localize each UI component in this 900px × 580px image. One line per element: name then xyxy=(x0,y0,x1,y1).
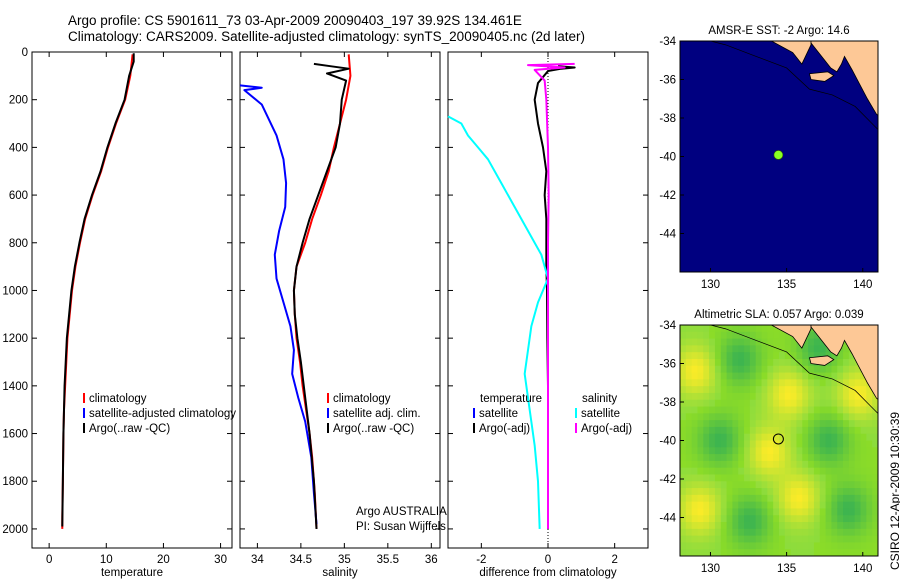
temperature-panel-ytick-label: 1200 xyxy=(2,333,28,345)
difference-panel-xtick-label: 0 xyxy=(545,554,551,566)
temperature-panel-ytick-label: 1000 xyxy=(2,285,28,297)
salinity-panel-xtick-label: 36 xyxy=(425,554,438,566)
sst-map-ytick-label: -42 xyxy=(659,190,676,202)
temperature-panel-xtick-label: 20 xyxy=(157,554,170,566)
diff-legend-temp-argo: Argo(-adj) xyxy=(479,423,530,435)
sst-map-ytick-label: -44 xyxy=(659,229,676,241)
sla-map-ytick-label: -36 xyxy=(659,359,676,371)
temperature-panel-xtick-label: 0 xyxy=(46,554,52,566)
sst-map-land xyxy=(808,41,878,116)
sla-map-xtick-label: 130 xyxy=(701,563,720,575)
salinity-panel-xtick-label: 35 xyxy=(338,554,351,566)
sla-map-land xyxy=(808,325,878,400)
temperature-panel-ytick-label: 1600 xyxy=(2,429,28,441)
diff-legend-temp-satellite: satellite xyxy=(479,408,518,420)
argo-australia-label: Argo AUSTRALIA xyxy=(356,506,447,518)
sla-map-argo-marker xyxy=(772,433,784,445)
salinity-panel-xlabel: salinity xyxy=(322,567,357,579)
sst-map-peninsula xyxy=(771,41,812,65)
sla-map-field xyxy=(680,325,878,556)
sst-map-shelf-contour xyxy=(709,41,878,130)
sst-map-ytick-label: -34 xyxy=(659,36,676,48)
temperature-panel-xtick-label: 10 xyxy=(100,554,113,566)
sla-map-ytick-label: -44 xyxy=(659,513,676,525)
sla-map-peninsula xyxy=(771,325,812,349)
salinity-panel-xtick-label: 35.5 xyxy=(377,554,399,566)
sla-map-ytick-label: -38 xyxy=(659,397,676,409)
difference-panel-xtick-label: -2 xyxy=(476,554,486,566)
sst-map-island xyxy=(808,71,835,82)
sla-map-title: Altimetric SLA: 0.057 Argo: 0.039 xyxy=(694,309,863,321)
sst-map-xtick-label: 135 xyxy=(777,279,796,291)
difference-panel-xtick-label: 2 xyxy=(611,554,617,566)
figure-title-line2: Climatology: CARS2009. Satellite-adjuste… xyxy=(68,29,586,44)
diff-legend-sal-argo: Argo(-adj) xyxy=(581,423,632,435)
diff-legend-temperature-heading: temperature xyxy=(480,393,542,405)
difference-panel-xlabel: difference from climatology xyxy=(479,567,616,579)
sst-map-xtick-label: 140 xyxy=(853,279,872,291)
diff-legend-sal-satellite: satellite xyxy=(581,408,620,420)
sst-map-ytick-label: -40 xyxy=(659,152,676,164)
temperature-panel-xtick-label: 30 xyxy=(214,554,227,566)
sst-map-group xyxy=(679,40,879,273)
sst-map-ytick-label: -38 xyxy=(659,113,676,125)
sla-map-island xyxy=(808,355,835,366)
salinity-panel-frame xyxy=(239,51,441,549)
temperature-panel-ytick-label: 0 xyxy=(22,47,28,59)
temperature-panel-ytick-label: 2000 xyxy=(2,524,28,536)
pi-label: PI: Susan Wijffels xyxy=(356,521,446,533)
sal-legend-argo: Argo(..raw -QC) xyxy=(333,423,414,435)
salinity-panel-xtick-label: 34 xyxy=(251,554,264,566)
salinity-panel-xtick-label: 34.5 xyxy=(290,554,312,566)
temperature-panel-ytick-label: 400 xyxy=(9,142,28,154)
sst-map-argo-marker xyxy=(773,150,784,160)
temp-legend-climatology: climatology xyxy=(89,393,147,405)
sla-map-ytick-label: -34 xyxy=(659,320,676,332)
sla-map-xtick-label: 135 xyxy=(777,563,796,575)
sla-map-ytick-label: -40 xyxy=(659,436,676,448)
sst-map-title: AMSR-E SST: -2 Argo: 14.6 xyxy=(708,25,849,37)
figure-title-line1: Argo profile: CS 5901611_73 03-Apr-2009 … xyxy=(68,13,522,28)
salinity-panel-series-argo-raw-qc- xyxy=(292,62,350,529)
sla-map-group xyxy=(679,324,879,557)
sst-map-ytick-label: -36 xyxy=(659,75,676,87)
sst-map-field xyxy=(680,41,878,272)
temperature-panel-series-argo-raw-qc- xyxy=(61,53,135,527)
temperature-panel-xlabel: temperature xyxy=(101,567,163,579)
temperature-panel-frame xyxy=(31,51,233,549)
temp-legend-argo: Argo(..raw -QC) xyxy=(89,423,170,435)
diff-legend-salinity-heading: salinity xyxy=(582,393,617,405)
temperature-panel-ytick-label: 800 xyxy=(9,238,28,250)
sla-map-ytick-label: -42 xyxy=(659,474,676,486)
salinity-panel-series-satellite-adj-clim- xyxy=(239,84,318,525)
sla-map-shelf-contour xyxy=(709,325,878,414)
difference-panel-series-salinity-argo-adj- xyxy=(527,62,575,529)
temperature-panel-ytick-label: 600 xyxy=(9,190,28,202)
sal-legend-satellite: satellite adj. clim. xyxy=(333,408,421,420)
temperature-panel-ytick-label: 200 xyxy=(9,95,28,107)
sla-map-xtick-label: 140 xyxy=(853,563,872,575)
temperature-panel-ytick-label: 1400 xyxy=(2,381,28,393)
sst-map-xtick-label: 130 xyxy=(701,279,720,291)
sal-legend-climatology: climatology xyxy=(333,393,391,405)
temperature-panel-ytick-label: 1800 xyxy=(2,476,28,488)
temp-legend-satellite: satellite-adjusted climatology xyxy=(89,408,236,420)
